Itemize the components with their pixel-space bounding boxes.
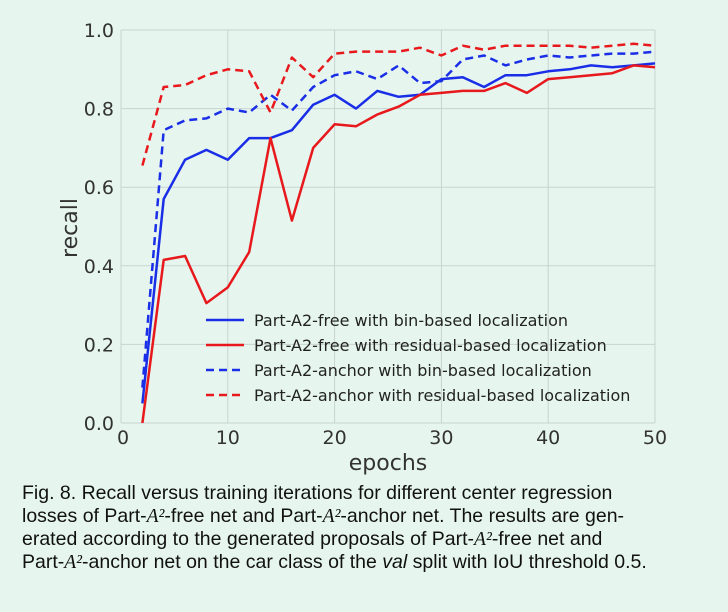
legend-label: Part-A2-free with residual-based localiz…: [254, 336, 607, 355]
caption-line-2: losses of Part-A²-free net and Part-A²-a…: [22, 505, 708, 528]
legend: Part-A2-free with bin-based localization…: [206, 311, 630, 405]
y-tick-label: 0.8: [84, 99, 114, 121]
caption-math: A²: [64, 552, 83, 573]
y-tick-label: 0.2: [84, 334, 114, 356]
caption-text: -anchor net on the car class of the: [82, 551, 383, 573]
y-tick-label: 1.0: [84, 20, 114, 42]
series-layer: [141, 42, 656, 424]
x-tick-label: 30: [429, 427, 453, 449]
caption-text: -free net and Part-: [164, 505, 323, 527]
x-tick-label: 50: [643, 427, 667, 449]
series-line-2: [141, 64, 656, 424]
caption-line-1: Fig. 8. Recall versus training iteration…: [22, 482, 613, 504]
legend-label: Part-A2-anchor with bin-based localizati…: [254, 361, 592, 380]
legend-label: Part-A2-anchor with residual-based local…: [254, 386, 630, 405]
series-line-1: [141, 62, 656, 404]
series-line-4: [141, 42, 656, 166]
x-tick-label: 10: [216, 427, 240, 449]
caption-math: A²: [474, 529, 492, 550]
caption-text: losses of Part-: [22, 505, 147, 527]
x-tick-label: 20: [323, 427, 347, 449]
x-tick-label: 40: [536, 427, 560, 449]
y-tick-label: 0.0: [84, 413, 114, 435]
caption-math: A²: [322, 506, 341, 527]
tick-labels: 0 10 20 30 40 50 0.0 0.2 0.4 0.6 0.8 1.0: [84, 20, 667, 449]
x-axis-title: epochs: [349, 451, 427, 475]
caption-text: -free net and: [491, 528, 603, 550]
x-tick-label: 0: [117, 427, 129, 449]
caption-text: erated according to the generated propos…: [22, 528, 475, 550]
figure-caption: Fig. 8. Recall versus training iteration…: [22, 482, 708, 574]
recall-line-chart: 0 10 20 30 40 50 0.0 0.2 0.4 0.6 0.8 1.0 epochs rec…: [58, 20, 667, 475]
legend-label: Part-A2-free with bin-based localization: [254, 311, 568, 330]
caption-italic: val: [382, 551, 408, 573]
caption-math: A²: [146, 506, 165, 527]
caption-text: -anchor net. The results are gen-: [340, 505, 625, 527]
caption-text: Part-: [22, 551, 65, 573]
caption-text: split with IoU threshold 0.5.: [407, 551, 647, 573]
caption-line-3: erated according to the generated propos…: [22, 528, 708, 551]
caption-line-4: Part-A²-anchor net on the car class of t…: [22, 551, 708, 574]
y-axis-title: recall: [58, 198, 83, 258]
y-tick-label: 0.4: [84, 256, 114, 278]
series-line-3: [141, 50, 656, 388]
y-tick-label: 0.6: [84, 177, 114, 199]
